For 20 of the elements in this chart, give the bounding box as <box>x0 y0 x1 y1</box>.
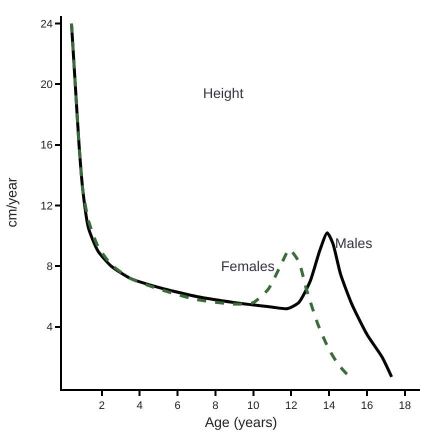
y-tick-label: 12 <box>40 200 53 212</box>
x-tick-label: 18 <box>398 400 411 412</box>
y-tick-label: 24 <box>40 18 53 30</box>
x-tick-label: 14 <box>322 400 336 412</box>
x-axis-title: Age (years) <box>204 414 278 430</box>
x-tick-label: 16 <box>360 400 374 412</box>
x-tick-label: 10 <box>247 400 260 412</box>
x-tick-label: 12 <box>285 400 298 412</box>
y-tick-label: 16 <box>40 140 53 152</box>
y-axis-title: cm/year <box>4 177 20 228</box>
x-tick-label: 2 <box>98 400 105 412</box>
series-label: Females <box>221 258 275 274</box>
x-tick-label: 6 <box>174 400 181 412</box>
x-tick-label: 4 <box>136 400 143 412</box>
y-tick-label: 4 <box>46 322 53 334</box>
y-tick-label: 20 <box>40 79 53 92</box>
series-label: Males <box>335 235 372 251</box>
annotation: Height <box>203 85 244 101</box>
x-tick-label: 8 <box>212 400 218 412</box>
y-tick-label: 8 <box>46 261 53 274</box>
